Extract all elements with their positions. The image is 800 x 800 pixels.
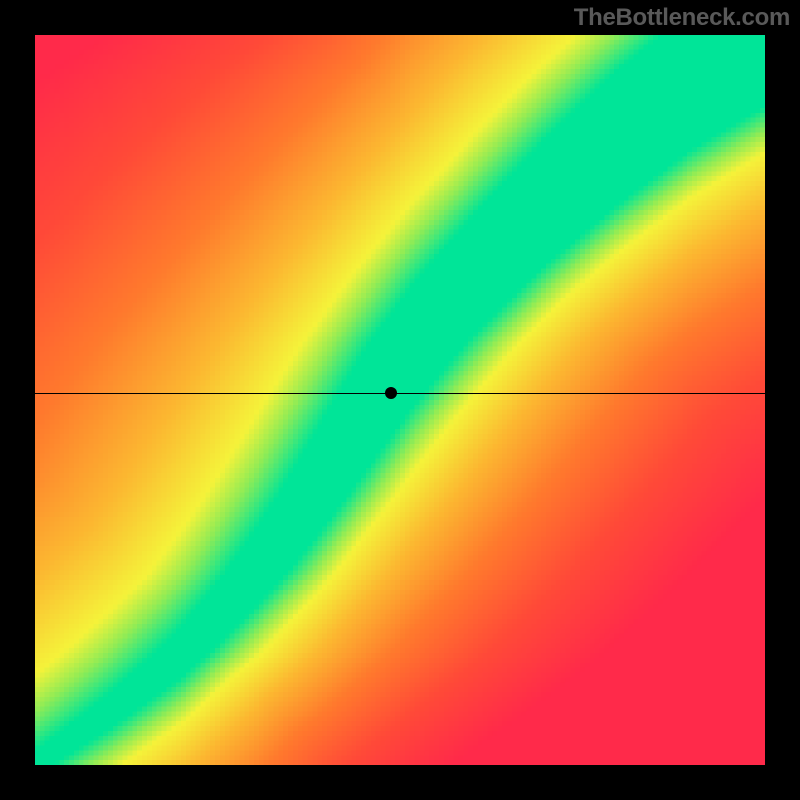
heatmap-plot — [35, 35, 765, 765]
frame-left — [0, 0, 35, 800]
watermark-text: TheBottleneck.com — [574, 4, 790, 32]
crosshair-marker — [385, 387, 397, 399]
frame-bottom — [0, 765, 800, 800]
frame-right — [765, 0, 800, 800]
crosshair-horizontal — [35, 393, 765, 394]
heatmap-canvas — [35, 35, 765, 765]
